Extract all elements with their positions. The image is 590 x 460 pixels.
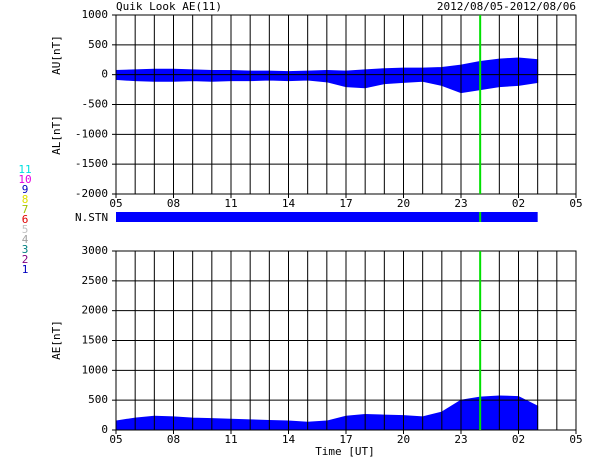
y-tick-label: 500 <box>88 38 108 51</box>
x-tick-label: 23 <box>454 197 467 210</box>
y-tick-label: 2000 <box>82 304 109 317</box>
y-tick-label: 1000 <box>82 8 109 21</box>
x-tick-label: 20 <box>397 197 410 210</box>
y-tick-label: 2500 <box>82 274 109 287</box>
x-tick-label: 11 <box>224 433 237 446</box>
station-count: 10 <box>18 173 31 186</box>
y-tick-label: 3000 <box>82 244 109 257</box>
x-tick-label: 17 <box>339 433 352 446</box>
station-bar <box>116 212 538 222</box>
x-axis-label: Time [UT] <box>315 445 375 458</box>
x-tick-label: 11 <box>224 197 237 210</box>
area <box>115 74 539 94</box>
station-label: N.STN <box>75 211 108 224</box>
x-tick-label: 05 <box>569 433 582 446</box>
station-count: 4 <box>22 233 29 246</box>
x-tick-label: 02 <box>512 433 525 446</box>
y-tick-label: -2000 <box>75 187 108 200</box>
y-tick-label: 0 <box>101 423 108 436</box>
y-axis-label: AL[nT] <box>50 115 63 155</box>
x-tick-label: 14 <box>282 197 296 210</box>
station-count: 3 <box>22 243 29 256</box>
x-tick-label: 05 <box>109 197 122 210</box>
y-tick-label: 1500 <box>82 334 109 347</box>
y-tick-label: -1000 <box>75 127 108 140</box>
station-count: 6 <box>22 213 29 226</box>
x-tick-label: 05 <box>109 433 122 446</box>
station-count: 2 <box>22 253 29 266</box>
x-tick-label: 05 <box>569 197 582 210</box>
y-tick-label: -1500 <box>75 157 108 170</box>
y-tick-label: 1000 <box>82 363 109 376</box>
area <box>115 57 539 76</box>
x-tick-label: 20 <box>397 433 410 446</box>
y-axis-label: AU[nT] <box>50 35 63 75</box>
y-tick-label: 0 <box>101 68 108 81</box>
date-range: 2012/08/05-2012/08/06 <box>437 0 576 13</box>
x-tick-label: 14 <box>282 433 296 446</box>
y-tick-label: 500 <box>88 393 108 406</box>
station-count: 7 <box>22 203 29 216</box>
x-tick-label: 08 <box>167 197 180 210</box>
station-count: 8 <box>22 193 29 206</box>
x-tick-label: 02 <box>512 197 525 210</box>
station-count: 9 <box>22 183 29 196</box>
x-tick-label: 08 <box>167 433 180 446</box>
station-count: 1 <box>22 263 29 276</box>
station-count: 11 <box>18 163 31 176</box>
x-tick-label: 23 <box>454 433 467 446</box>
chart-title: Quik Look AE(11) <box>116 0 222 13</box>
area <box>115 395 539 431</box>
station-count: 5 <box>22 223 29 236</box>
x-tick-label: 17 <box>339 197 352 210</box>
y-tick-label: -500 <box>82 98 109 111</box>
y-axis-label: AE[nT] <box>50 320 63 360</box>
